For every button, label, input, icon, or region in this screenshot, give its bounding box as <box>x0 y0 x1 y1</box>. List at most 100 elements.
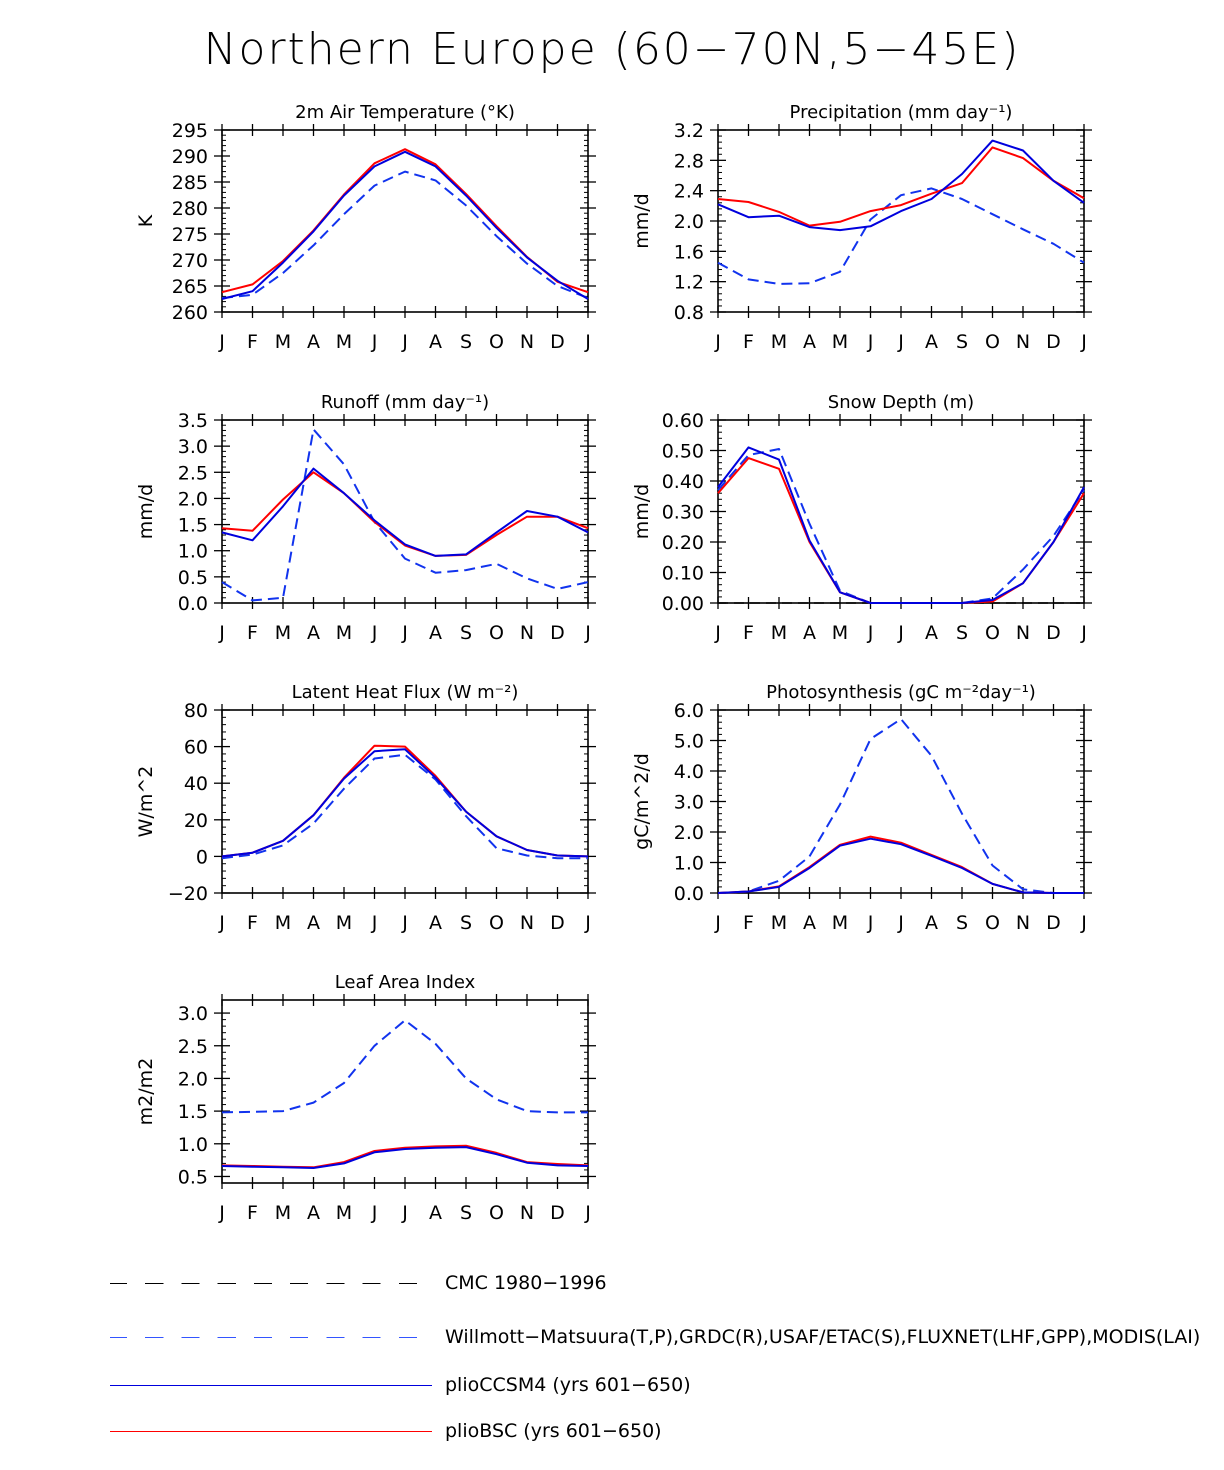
legend-swatch-ccsm4 <box>110 1385 432 1386</box>
x-tick-label: J <box>371 912 378 934</box>
x-tick-label: J <box>371 331 378 353</box>
y-tick-label: 4.0 <box>674 761 704 783</box>
x-tick-label: J <box>584 331 591 353</box>
x-tick-label: S <box>956 331 968 353</box>
x-tick-label: F <box>247 331 258 353</box>
y-tick-label: 265 <box>172 276 208 298</box>
y-tick-label: 280 <box>172 198 208 220</box>
x-tick-label: A <box>803 912 816 934</box>
x-tick-label: O <box>489 912 504 934</box>
panel-3: Runoff (mm day⁻¹) 0.0 0.5 1.0 1.5 2.0 2.5 3.0 3.… <box>135 392 596 644</box>
x-tick-label: F <box>743 622 754 644</box>
x-tick-label: J <box>371 1202 378 1224</box>
x-tick-label: D <box>1046 622 1061 644</box>
x-tick-label: J <box>401 1202 408 1224</box>
x-tick-label: J <box>584 1202 591 1224</box>
x-tick-label: O <box>985 622 1000 644</box>
y-tick-label: 1.5 <box>178 515 208 537</box>
y-tick-label: 0.20 <box>662 532 704 554</box>
y-tick-label: 295 <box>172 120 208 142</box>
x-tick-label: A <box>307 622 320 644</box>
panel-1: 2m Air Temperature (°K) 260 265 270 275 280 28… <box>135 102 596 353</box>
y-tick-label: 0.10 <box>662 563 704 585</box>
x-tick-label: M <box>336 331 352 353</box>
y-tick-label: 1.6 <box>674 241 704 263</box>
x-tick-label: F <box>247 622 258 644</box>
x-tick-label: J <box>218 912 225 934</box>
series-plioBSC <box>717 146 1085 227</box>
panel-title: 2m Air Temperature (°K) <box>295 102 515 123</box>
series-plioCCSM4 <box>221 748 589 858</box>
y-tick-label: 40 <box>184 773 208 795</box>
y-axis-label: gC/m^2/d <box>631 753 653 850</box>
y-axis-label: mm/d <box>135 484 157 539</box>
x-tick-label: A <box>925 622 938 644</box>
series-obs <box>221 1019 588 1114</box>
x-tick-label: A <box>429 331 442 353</box>
y-tick-label: 2.5 <box>178 1036 208 1058</box>
y-axis-label: W/m^2 <box>135 766 157 838</box>
y-tick-label: 6.0 <box>674 700 704 722</box>
x-tick-label: O <box>489 331 504 353</box>
x-tick-label: M <box>275 1202 291 1224</box>
x-tick-label: J <box>401 912 408 934</box>
x-tick-label: N <box>520 1202 534 1224</box>
y-tick-label: 3.2 <box>674 120 704 142</box>
x-tick-label: D <box>550 331 565 353</box>
series-plioCCSM4 <box>717 837 1084 894</box>
legend-swatch-cmc <box>110 1283 432 1284</box>
x-tick-label: J <box>371 622 378 644</box>
y-tick-label: 80 <box>184 700 208 722</box>
legend-label-ccsm4: plioCCSM4 (yrs 601−650) <box>445 1374 691 1396</box>
x-tick-label: M <box>275 622 291 644</box>
series-obs <box>221 428 589 602</box>
x-tick-label: M <box>832 912 848 934</box>
x-tick-label: J <box>1080 912 1087 934</box>
x-tick-label: S <box>460 622 472 644</box>
y-tick-label: 0.8 <box>674 302 704 324</box>
y-tick-label: 3.0 <box>674 792 704 814</box>
x-tick-label: J <box>897 622 904 644</box>
x-tick-label: A <box>429 912 442 934</box>
x-tick-label: D <box>550 622 565 644</box>
x-tick-label: N <box>1016 331 1030 353</box>
x-tick-label: N <box>1016 622 1030 644</box>
figure-title: Northern Europe (60−70N,5−45E) <box>203 24 1021 75</box>
plot-frame <box>221 709 589 894</box>
panel-title: Runoff (mm day⁻¹) <box>321 392 489 413</box>
x-tick-label: J <box>714 912 721 934</box>
y-tick-label: 0.00 <box>662 593 704 615</box>
y-tick-label: 275 <box>172 224 208 246</box>
legend-swatch-obs <box>110 1337 432 1338</box>
x-tick-label: J <box>218 1202 225 1224</box>
y-tick-label: 285 <box>172 172 208 194</box>
panel-title: Latent Heat Flux (W m⁻²) <box>292 682 519 703</box>
y-tick-label: 0 <box>196 846 208 868</box>
y-axis-label: mm/d <box>631 484 653 539</box>
x-tick-label: M <box>832 622 848 644</box>
y-tick-label: 2.0 <box>674 211 704 233</box>
x-tick-label: J <box>401 331 408 353</box>
series-plioBSC <box>221 744 589 858</box>
y-tick-label: 260 <box>172 302 208 324</box>
series-plioCCSM4 <box>717 446 1085 604</box>
y-tick-label: 1.5 <box>178 1101 208 1123</box>
series-obs <box>717 187 1085 285</box>
x-tick-label: A <box>307 331 320 353</box>
x-tick-label: J <box>867 331 874 353</box>
y-tick-label: 5.0 <box>674 731 704 753</box>
x-tick-label: J <box>1080 622 1087 644</box>
y-tick-label: 3.0 <box>178 1003 208 1025</box>
plot-frame <box>221 129 589 313</box>
x-tick-label: M <box>832 331 848 353</box>
series-obs <box>717 718 1084 894</box>
series-plioCCSM4 <box>717 139 1085 232</box>
x-tick-label: N <box>520 912 534 934</box>
y-tick-label: 290 <box>172 146 208 168</box>
x-tick-label: J <box>584 622 591 644</box>
x-tick-label: M <box>275 912 291 934</box>
x-tick-label: J <box>1080 331 1087 353</box>
x-tick-label: N <box>520 622 534 644</box>
